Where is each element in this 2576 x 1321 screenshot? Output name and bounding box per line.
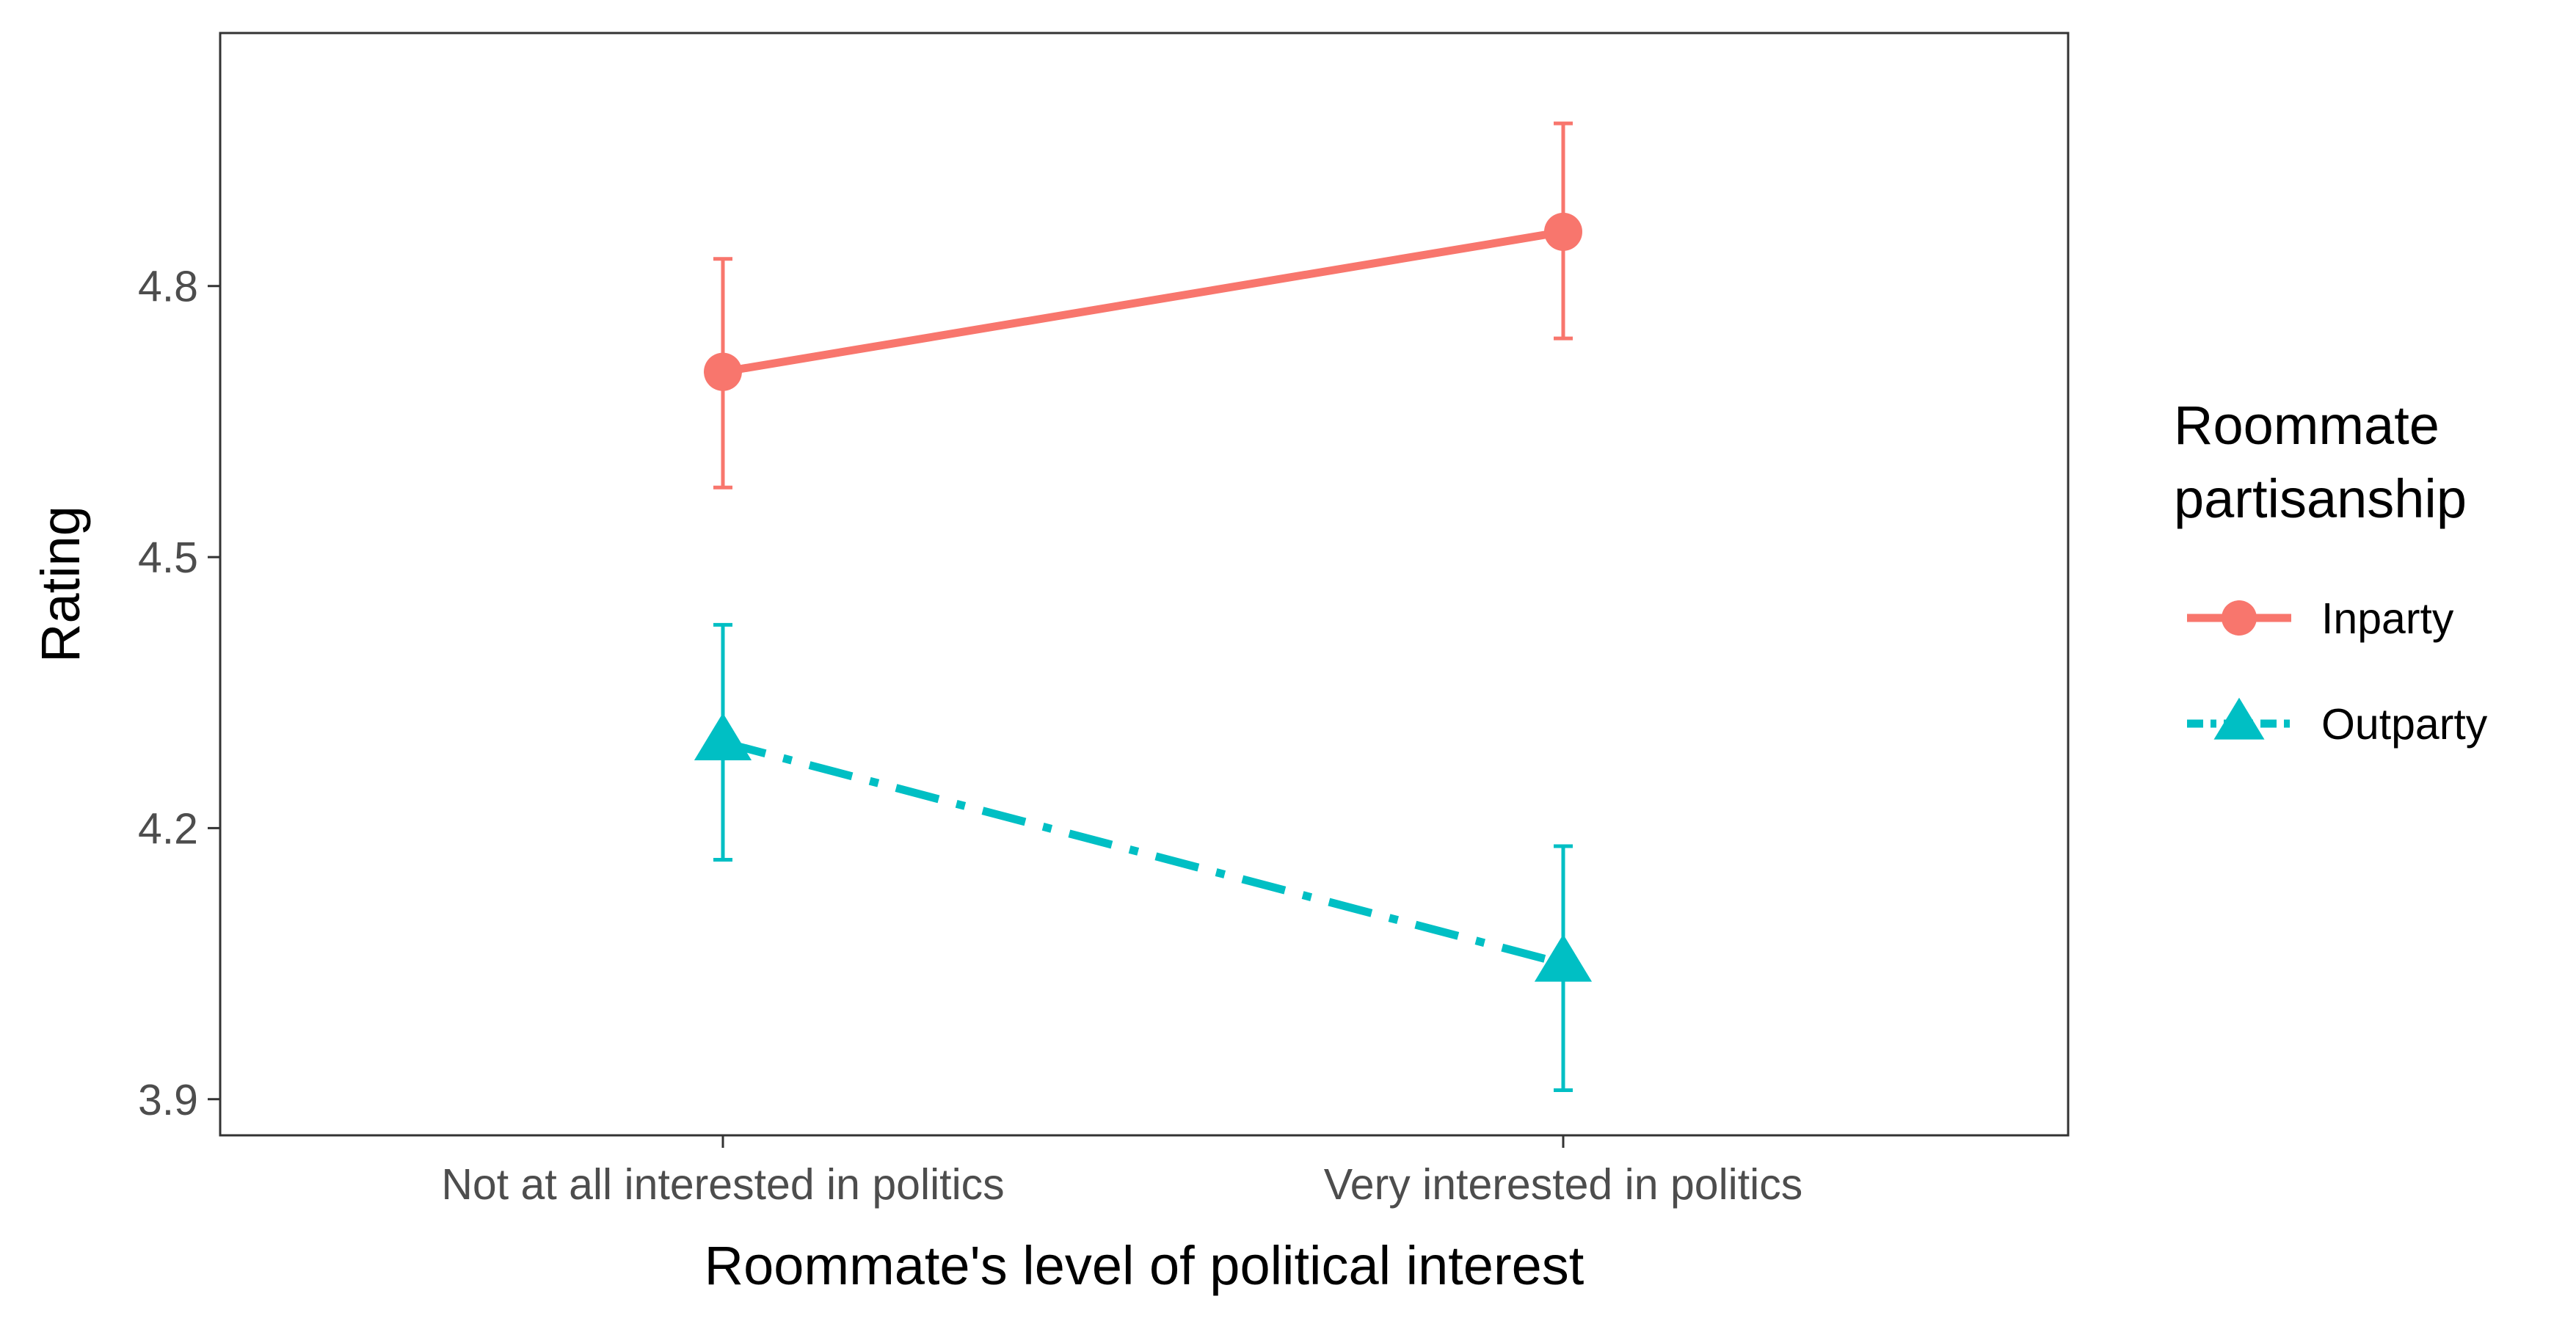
legend-label: Inparty: [2321, 594, 2454, 643]
legend-title-line-1: Roommate: [2174, 395, 2439, 456]
legend-item-outparty: Outparty: [2187, 697, 2488, 749]
legend-label: Outparty: [2321, 700, 2488, 749]
legend-keys: Inparty Outparty: [2187, 594, 2488, 749]
series-outparty: [694, 622, 1593, 1092]
axes: 3.9 4.2 4.5 4.8 Not at all interested in pol…: [138, 263, 1802, 1209]
y-tick-label: 4.5: [138, 534, 198, 582]
y-tick-label: 3.9: [138, 1076, 198, 1124]
legend-key-marker: [2213, 697, 2265, 740]
series-inparty: [704, 121, 1582, 490]
x-tick-label: Very interested in politics: [1324, 1160, 1803, 1209]
series-line: [721, 738, 1565, 968]
plot-panel: [219, 32, 2070, 1137]
series-line: [722, 228, 1564, 376]
legend-title-line-2: partisanship: [2174, 468, 2467, 529]
data-point: [1544, 212, 1582, 251]
y-tick-label: 4.8: [138, 263, 198, 311]
series-layer: [694, 121, 1593, 1092]
data-point: [704, 352, 742, 391]
data-point: [1534, 934, 1593, 982]
legend-key-marker: [2222, 600, 2257, 636]
legend: Roommate partisanship Inparty Outparty: [2174, 395, 2488, 749]
y-tick-label: 4.2: [138, 804, 198, 853]
data-point: [694, 713, 752, 760]
legend-item-inparty: Inparty: [2187, 594, 2454, 643]
x-axis-title: Roommate's level of political interest: [705, 1235, 1584, 1296]
y-axis-title: Rating: [30, 506, 91, 663]
x-tick-label: Not at all interested in politics: [441, 1160, 1004, 1209]
